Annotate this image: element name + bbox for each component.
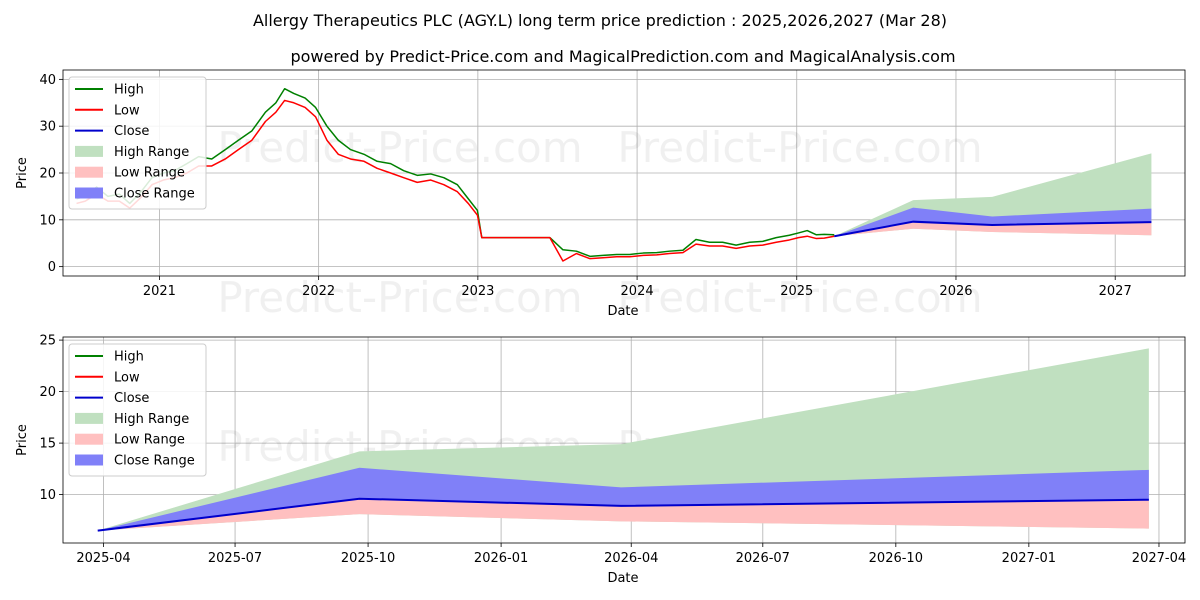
bottom-chart-panel: 2025-04 2025-07 2025-10 2026-01 2026-04 2026-…	[15, 334, 1186, 586]
legend-label: High Range	[114, 412, 189, 427]
x-tick-label: 2026	[939, 284, 972, 299]
x-axis-label: Date	[607, 571, 638, 586]
plot-frame	[62, 69, 1186, 277]
legend-swatch	[75, 454, 103, 466]
x-tick-label: 2025	[780, 284, 813, 299]
y-tick-label: 25	[39, 334, 56, 349]
low-range-band	[834, 221, 1152, 237]
watermark-text: Predict-Price.com	[617, 123, 982, 172]
x-tick-label: 2025-10	[341, 551, 395, 566]
y-tick-label: 40	[39, 73, 56, 88]
x-tick-label: 2026-10	[869, 551, 923, 566]
legend-label: High	[114, 350, 144, 365]
y-axis-label: Price	[15, 157, 30, 189]
legend-label: Low Range	[114, 166, 185, 181]
legend-swatch	[75, 166, 103, 178]
x-tick-label: 2027	[1099, 284, 1132, 299]
chart-title: Allergy Therapeutics PLC (AGY.L) long te…	[253, 11, 947, 30]
x-tick-label: 2023	[461, 284, 494, 299]
x-axis-label: Date	[607, 304, 638, 319]
y-axis-label: Price	[15, 424, 30, 456]
legend-label: Low	[114, 103, 140, 118]
y-tick-label: 15	[39, 437, 56, 452]
close-range-band	[97, 467, 1149, 531]
x-tick-label: 2025-07	[208, 551, 262, 566]
y-tick-label: 30	[39, 120, 56, 135]
y-tick-label: 10	[39, 488, 56, 503]
x-tick-label: 2026-01	[474, 551, 528, 566]
close-series-line	[97, 497, 1149, 532]
x-tick-label: 2027-01	[1002, 551, 1056, 566]
legend-label: Low	[114, 370, 140, 385]
top-chart-panel: 2021 2022 2023 2024 2025 2026 2027 0 10 20 30 40 Pre…	[15, 69, 1186, 322]
watermark-text: Predict-Price.com	[217, 123, 582, 172]
x-tick-label: 2021	[143, 284, 176, 299]
legend-label: High Range	[114, 145, 189, 160]
legend-label: Close	[114, 391, 149, 406]
x-tick-label: 2026-04	[604, 551, 658, 566]
y-tick-label: 20	[39, 385, 56, 400]
legend-label: Close Range	[114, 187, 195, 202]
y-tick-label: 0	[48, 260, 56, 275]
watermark-text: Predict-Price.com	[217, 273, 582, 322]
y-tick-label: 20	[39, 167, 56, 182]
x-tick-label: 2025-04	[76, 551, 130, 566]
legend-box	[68, 76, 207, 210]
x-tick-label: 2024	[621, 284, 654, 299]
close-series-line	[834, 220, 1152, 238]
legend-box	[68, 343, 207, 477]
x-tick-label: 2022	[302, 284, 335, 299]
legend-label: Close	[114, 124, 149, 139]
legend-swatch	[75, 145, 103, 157]
y-tick-label: 10	[39, 213, 56, 228]
legend-label: High	[114, 83, 144, 98]
low-range-band	[97, 498, 1149, 531]
plot-frame	[62, 336, 1186, 544]
legend-swatch	[75, 412, 103, 424]
close-range-band	[834, 207, 1152, 237]
legend-label: Close Range	[114, 454, 195, 469]
chart-subtitle: powered by Predict-Price.com and Magical…	[290, 47, 955, 66]
x-tick-label: 2027-04	[1132, 551, 1186, 566]
legend-swatch	[75, 433, 103, 445]
watermark-text: Predict-Price.com	[617, 273, 982, 322]
legend-label: Low Range	[114, 433, 185, 448]
x-tick-label: 2026-07	[736, 551, 790, 566]
legend-swatch	[75, 187, 103, 199]
